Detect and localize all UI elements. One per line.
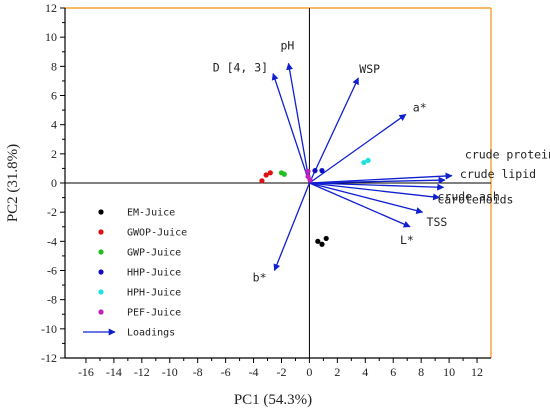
x-tick-label: -10: [162, 365, 178, 379]
x-tick-label: -8: [193, 365, 203, 379]
legend-label: Loadings: [127, 328, 175, 339]
loading-label: D [4, 3]: [213, 61, 268, 75]
plot-area: [64, 7, 492, 359]
score-point: [315, 238, 321, 244]
score-point: [281, 171, 287, 177]
score-point: [319, 168, 325, 174]
score-point: [305, 168, 311, 174]
y-axis-label: PC2 (31.8%): [5, 144, 21, 222]
score-point: [307, 177, 313, 183]
x-tick-label: -16: [78, 365, 94, 379]
y-tick-label: -4: [47, 234, 57, 248]
loading-label: L*: [400, 233, 414, 247]
legend-marker: [98, 309, 104, 315]
score-point: [267, 170, 273, 176]
loading-arrow: [286, 62, 311, 184]
y-tick-label: 0: [51, 176, 57, 190]
score-point: [312, 168, 318, 174]
y-tick-label: 6: [51, 89, 57, 103]
x-tick-label: 12: [471, 365, 483, 379]
y-tick-label: 10: [45, 30, 57, 44]
loading-label: TSS: [427, 215, 448, 229]
legend-marker: [98, 209, 104, 215]
y-tick-label: 2: [51, 147, 57, 161]
x-tick-label: -14: [106, 365, 122, 379]
loading-arrow: [308, 77, 359, 184]
y-tick-label: -8: [47, 293, 57, 307]
legend-marker: [98, 269, 104, 275]
loading-arrow: [309, 172, 453, 184]
legend-marker: [98, 229, 104, 235]
loading-arrow: [309, 113, 407, 184]
axis-ticks: -16 -14 -12 -10 -8 -6 -4 -2 0 2 4 6 8 10 12 -12 -10 -8 -6 -…: [41, 1, 483, 379]
x-tick-label: 10: [443, 365, 455, 379]
score-point: [361, 159, 367, 166]
loading-arrow: [271, 72, 311, 184]
score-point: [323, 235, 329, 242]
loading-arrow: [309, 182, 411, 228]
loading-arrow: [309, 182, 441, 201]
loading-vectors: D [4, 3] pH WSP a* crude protein crude lipid c…: [213, 38, 550, 284]
loading-label: crude lipid: [460, 167, 536, 181]
legend-label: HHP-Juice: [127, 268, 181, 279]
loading-arrow: [309, 182, 424, 214]
loading-label: crude ash: [438, 189, 500, 203]
score-point: [259, 178, 265, 184]
loading-arrow: [309, 182, 445, 191]
legend: EM-Juice GWOP-Juice GWP-Juice HHP-Juice HPH-…: [83, 208, 187, 339]
legend-label: PEF-Juice: [127, 308, 181, 319]
legend-label: GWP-Juice: [127, 248, 181, 259]
legend-marker: [98, 249, 104, 255]
score-point: [319, 241, 325, 247]
loading-label: a*: [413, 100, 427, 114]
x-tick-label: 4: [362, 365, 368, 379]
loading-arrow: [273, 182, 311, 272]
y-tick-label: -6: [47, 264, 57, 278]
x-tick-label: 6: [390, 365, 396, 379]
loading-label: b*: [253, 271, 267, 285]
loading-label: carotenoids: [437, 193, 513, 207]
y-tick-label: 12: [45, 1, 57, 15]
x-tick-label: -12: [134, 365, 150, 379]
loading-label: pH: [280, 38, 294, 52]
y-tick-label: -10: [41, 322, 57, 336]
y-tick-label: -12: [41, 351, 57, 365]
x-tick-label: -6: [221, 365, 231, 379]
loading-arrow: [309, 176, 446, 184]
loading-label: crude protein: [465, 148, 550, 162]
y-tick-label: 8: [51, 59, 57, 73]
score-point: [365, 157, 371, 163]
y-tick-label: -2: [47, 205, 57, 219]
legend-label: HPH-Juice: [127, 288, 181, 299]
x-tick-label: 0: [306, 365, 312, 379]
score-point: [263, 172, 269, 178]
x-tick-label: 8: [418, 365, 424, 379]
x-tick-label: -2: [276, 365, 286, 379]
x-tick-label: -4: [249, 365, 259, 379]
legend-label: EM-Juice: [127, 208, 175, 219]
loading-label: WSP: [359, 62, 380, 76]
legend-marker: [98, 289, 104, 295]
x-tick-label: 2: [334, 365, 340, 379]
legend-label: GWOP-Juice: [127, 228, 187, 239]
x-axis-label: PC1 (54.3%): [234, 392, 312, 408]
y-tick-label: 4: [51, 118, 57, 132]
score-points: [259, 157, 371, 247]
